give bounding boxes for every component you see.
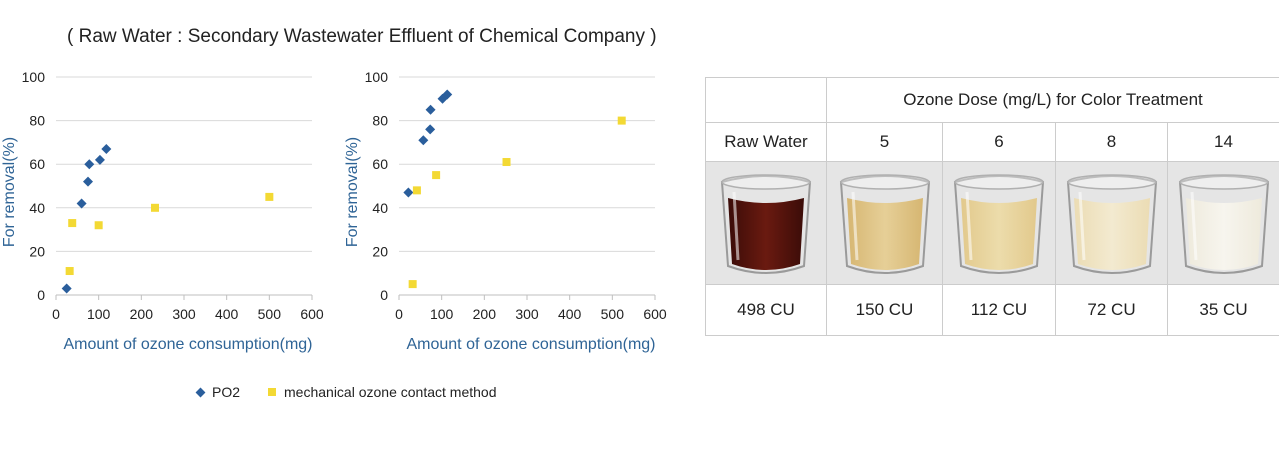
data-point-mechanical: [502, 158, 511, 167]
beaker-photo-6: [942, 161, 1056, 285]
y-tick-label: 60: [372, 156, 388, 172]
x-tick-label: 200: [130, 306, 154, 322]
data-point-mechanical: [150, 203, 159, 212]
data-point-mechanical: [94, 221, 103, 230]
y-tick-label: 60: [29, 156, 45, 172]
header-note: ( Raw Water : Secondary Wastewater Efflu…: [67, 26, 657, 47]
beaker-glass: [953, 175, 1045, 274]
beaker-liquid: [1185, 198, 1262, 270]
beaker-highlight: [1078, 191, 1085, 261]
x-tick-label: 0: [395, 306, 403, 322]
dose-label-14: 14: [1166, 122, 1279, 162]
y-tick-label: 80: [29, 113, 45, 129]
dose-label-6: 6: [942, 122, 1056, 162]
data-point-po2: [425, 124, 436, 135]
x-tick-label: 100: [430, 306, 454, 322]
x-tick-label: 300: [172, 306, 196, 322]
beaker-liquid: [961, 198, 1037, 270]
cu-value-5: 150 CU: [826, 284, 943, 336]
x-tick-label: 400: [558, 306, 582, 322]
data-point-po2: [418, 135, 429, 146]
legend-po2-marker: [195, 387, 206, 397]
data-point-mechanical: [432, 171, 441, 180]
data-point-po2: [101, 143, 112, 154]
dose-label-5: 5: [826, 122, 943, 162]
beaker-rim: [1066, 174, 1157, 190]
y-tick-label: 40: [372, 200, 388, 216]
y-axis-title: For removal(%): [344, 137, 361, 247]
legend-mechanical-label: mechanical ozone contact method: [284, 384, 497, 400]
x-tick-label: 300: [515, 306, 539, 322]
table-corner-cell: [705, 77, 827, 123]
x-tick-label: 600: [643, 306, 667, 322]
cu-value-raw-water: 498 CU: [705, 284, 827, 336]
data-point-po2: [83, 176, 93, 187]
cu-value-8: 72 CU: [1055, 284, 1168, 336]
x-axis-title: Amount of ozone consumption(mg): [406, 336, 655, 353]
y-tick-label: 100: [22, 69, 46, 85]
label-raw-water: Raw Water: [705, 122, 827, 162]
beaker-liquid: [846, 198, 923, 270]
x-tick-label: 100: [87, 306, 111, 322]
scatter-chart-left: 0 20 40 60 80 100 0 100 200 300 400 500 600 Amount of…: [1, 69, 324, 353]
y-tick-label: 100: [365, 69, 389, 85]
legend-mechanical-marker: [268, 388, 277, 396]
y-tick-label: 20: [29, 243, 45, 259]
beaker-highlight: [851, 191, 858, 261]
x-tick-label: 400: [215, 306, 239, 322]
data-point-po2: [442, 89, 453, 100]
beaker-glass: [1178, 175, 1269, 274]
data-point-po2: [94, 154, 105, 165]
data-point-mechanical: [68, 219, 77, 228]
beaker-highlight: [732, 191, 740, 261]
x-tick-label: 500: [258, 306, 282, 322]
legend-po2-label: PO2: [212, 384, 241, 400]
beaker-rim: [954, 174, 1044, 190]
x-tick-label: 500: [601, 306, 625, 322]
data-point-po2: [61, 283, 72, 294]
cu-value-6: 112 CU: [942, 284, 1056, 336]
beaker-glass: [1066, 175, 1157, 274]
beaker-glass: [839, 175, 930, 274]
y-tick-label: 0: [380, 287, 388, 303]
beaker-rim: [721, 174, 811, 190]
data-point-po2: [425, 104, 436, 115]
data-point-po2: [84, 159, 95, 170]
x-tick-label: 200: [473, 306, 497, 322]
chart-legend: PO2 mechanical ozone contact method: [195, 384, 497, 400]
x-tick-label: 600: [300, 306, 324, 322]
y-tick-label: 80: [372, 113, 388, 129]
beaker-highlight: [965, 191, 973, 261]
y-tick-label: 0: [37, 287, 45, 303]
y-tick-label: 40: [29, 200, 45, 216]
dose-label-8: 8: [1055, 122, 1168, 162]
beaker-highlight: [1190, 191, 1197, 261]
y-axis-title: For removal(%): [1, 137, 18, 247]
beaker-rim: [1178, 174, 1269, 190]
beaker-glass: [720, 175, 812, 274]
cu-value-14: 35 CU: [1166, 284, 1279, 336]
beaker-liquid: [728, 198, 804, 270]
beaker-photo-5: [826, 161, 943, 285]
x-axis-title: Amount of ozone consumption(mg): [63, 336, 312, 353]
data-point-mechanical: [408, 280, 417, 289]
table-header: Ozone Dose (mg/L) for Color Treatment: [825, 77, 1279, 123]
y-tick-label: 20: [372, 243, 388, 259]
data-point-po2: [403, 187, 414, 198]
beaker-liquid: [1073, 198, 1150, 270]
beaker-photo-14: [1166, 161, 1279, 285]
data-point-mechanical: [265, 192, 274, 201]
beaker-photo-raw-water: [705, 161, 827, 285]
beaker-photo-8: [1055, 161, 1168, 285]
data-point-mechanical: [65, 267, 74, 276]
x-tick-label: 0: [52, 306, 60, 322]
data-point-mechanical: [412, 186, 421, 195]
data-point-mechanical: [617, 116, 626, 125]
beaker-rim: [839, 174, 930, 190]
data-point-po2: [76, 198, 87, 209]
color-treatment-table: Ozone Dose (mg/L) for Color Treatment Ra…: [705, 77, 1279, 336]
scatter-chart-right: 0 20 40 60 80 100 0 100 200 300 400 500 600 Amount of…: [344, 69, 667, 353]
